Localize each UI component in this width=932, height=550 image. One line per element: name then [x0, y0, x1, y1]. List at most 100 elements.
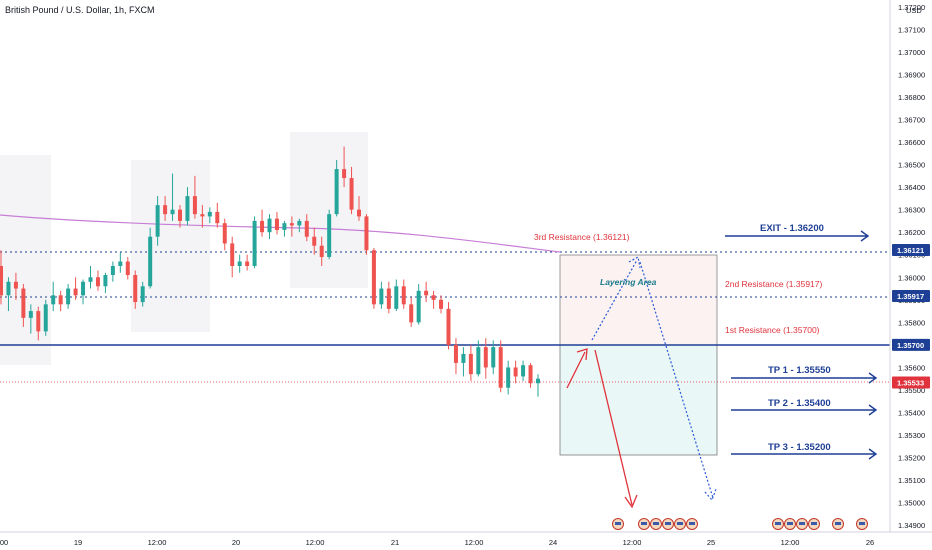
- candle-body: [483, 347, 488, 368]
- x-tick-label: 21: [391, 538, 399, 547]
- layering-zone: [559, 254, 718, 346]
- candle-body: [13, 281, 18, 289]
- candle-body: [312, 236, 317, 246]
- economic-event-flag-stripe: [615, 522, 621, 525]
- projection-down-arrow: [594, 349, 633, 506]
- candle-body: [178, 209, 182, 221]
- price-tag-label: 1.35533: [897, 379, 924, 388]
- candle-body: [439, 299, 444, 309]
- x-tick-label: 00: [0, 538, 8, 547]
- candle-body: [43, 304, 48, 332]
- y-tick-label: 1.35400: [898, 409, 925, 418]
- candle-body: [334, 169, 339, 215]
- y-tick-label: 1.36400: [898, 183, 925, 192]
- candle-body: [163, 205, 168, 215]
- x-tick-label: 12:00: [465, 538, 484, 547]
- candle-body: [424, 290, 429, 296]
- candle-body: [245, 261, 250, 266]
- candle-body: [6, 281, 11, 296]
- economic-event-flag-stripe: [641, 522, 647, 525]
- candle-body: [207, 211, 212, 217]
- candle-body: [528, 365, 533, 384]
- candle-body: [185, 196, 190, 221]
- tp3-arrow: [731, 448, 878, 460]
- tp2-arrow: [731, 404, 878, 416]
- projection-dotted-up: [591, 259, 638, 341]
- candle-body: [170, 209, 175, 215]
- x-tick-label: 26: [866, 538, 874, 547]
- candle-body: [118, 261, 123, 266]
- candle-body: [140, 286, 145, 303]
- y-tick-label: 1.36700: [898, 115, 925, 124]
- y-tick-label: 1.35600: [898, 363, 925, 372]
- candle-body: [252, 220, 257, 266]
- time-axis[interactable]: 00 19 12:00 20 12:00 21 12:00 24 12:00 25 12:00 26: [0, 531, 932, 547]
- economic-event-flag-stripe: [787, 522, 793, 525]
- candle-body: [21, 288, 26, 318]
- candle-body: [342, 169, 347, 179]
- economic-event-flag-stripe: [775, 522, 781, 525]
- res2-label: 2nd Resistance (1.35917): [725, 279, 823, 289]
- candle-body: [36, 311, 41, 332]
- candle-body: [73, 288, 78, 296]
- candle-body: [297, 220, 302, 226]
- economic-event-flag-stripe: [859, 522, 865, 525]
- y-tick-label: 1.36500: [898, 161, 925, 170]
- economic-events[interactable]: [612, 518, 868, 530]
- economic-event-flag-stripe: [811, 522, 817, 525]
- candle-body: [260, 220, 265, 233]
- projection-dotted-head: [628, 256, 641, 269]
- candle-body: [282, 223, 287, 230]
- candle-body: [394, 286, 399, 309]
- y-tick-label: 1.36200: [898, 228, 925, 237]
- candle-body: [409, 304, 414, 323]
- candle-body: [0, 266, 3, 296]
- candles-group: [0, 146, 540, 397]
- projection-down-arrowhead: [624, 494, 638, 509]
- y-tick-label: 1.36000: [898, 273, 925, 282]
- economic-event-flag-stripe: [665, 522, 671, 525]
- economic-event-flag-stripe: [677, 522, 683, 525]
- x-tick-label: 12:00: [306, 538, 325, 547]
- candle-body: [416, 290, 421, 323]
- candle-body: [230, 243, 235, 266]
- candle-body: [95, 277, 100, 287]
- candle-body: [319, 245, 324, 257]
- y-tick-label: 1.35800: [898, 318, 925, 327]
- projection-dotted-down-head: [704, 488, 717, 502]
- candle-body: [267, 218, 272, 233]
- y-tick-label: 1.37000: [898, 48, 925, 57]
- tp2-label: TP 2 - 1.35400: [768, 398, 831, 409]
- price-axis[interactable]: USD 1.372001.371001.370001.369001.368001…: [889, 0, 930, 532]
- candle-body: [536, 378, 540, 384]
- layering-label: Layering Area: [600, 277, 657, 287]
- price-tag-bg: [892, 338, 930, 351]
- candle-body: [125, 261, 130, 276]
- candle-body: [222, 223, 227, 244]
- candle-body: [200, 214, 205, 217]
- x-tick-label: 19: [74, 538, 82, 547]
- candle-body: [51, 295, 56, 305]
- x-tick-label: 24: [549, 538, 557, 547]
- y-tick-label: 1.36800: [898, 93, 925, 102]
- candle-body: [66, 288, 71, 305]
- x-tick-label: 12:00: [148, 538, 167, 547]
- tp3-label: TP 3 - 1.35200: [768, 442, 831, 453]
- economic-event-flag-stripe: [689, 522, 695, 525]
- candle-body: [379, 288, 384, 305]
- x-tick-label: 12:00: [781, 538, 800, 547]
- candle-body: [215, 211, 220, 224]
- price-tag-label: 1.36121: [897, 246, 924, 255]
- candle-body: [401, 286, 406, 305]
- exit-arrow: [725, 230, 870, 242]
- projection-up-arrow: [566, 351, 586, 389]
- tp1-label: TP 1 - 1.35550: [768, 365, 831, 376]
- candle-body: [81, 281, 86, 296]
- candle-body: [274, 218, 279, 230]
- candle-body: [446, 308, 451, 345]
- candle-body: [461, 353, 466, 363]
- candle-body: [28, 311, 33, 318]
- session-shading: [0, 132, 368, 365]
- candle-body: [371, 250, 376, 305]
